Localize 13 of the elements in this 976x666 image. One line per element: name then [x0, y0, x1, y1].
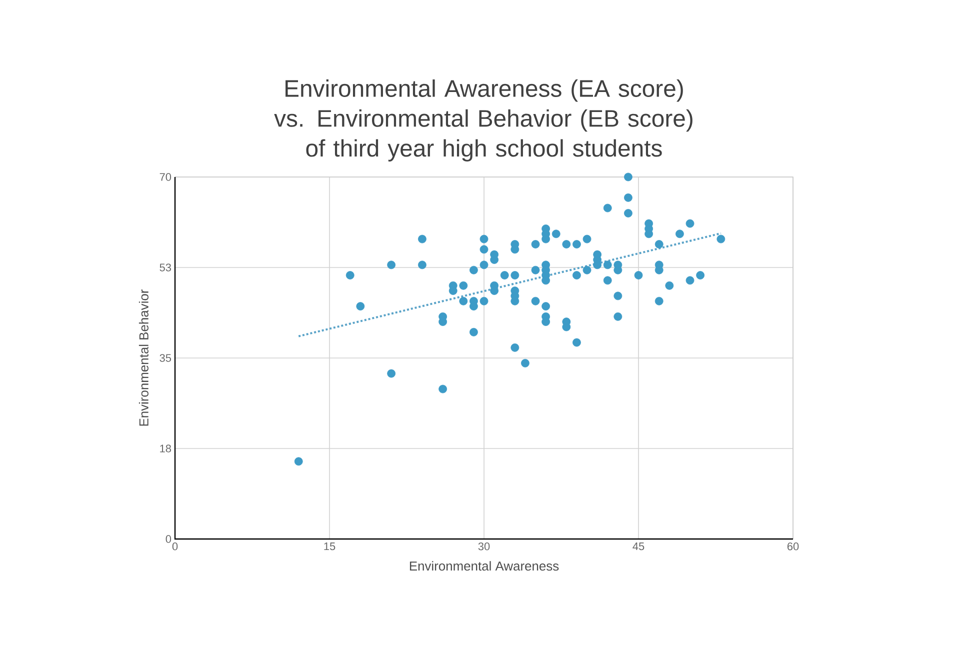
y-tick-label: 70 [160, 173, 172, 181]
y-axis-title: Environmental Behavior [138, 289, 148, 426]
x-tick-label: 45 [632, 542, 644, 550]
x-axis-title: Environmental Awareness [410, 561, 559, 571]
x-tick-label: 0 [172, 542, 178, 550]
y-tick-label: 53 [160, 264, 171, 272]
x-tick-label: 30 [478, 542, 490, 550]
chart-title: Environmental Awareness (EA score) vs. Environmental Behavior (EB score) of third year high school students [274, 79, 692, 162]
x-tick-label: 15 [324, 542, 336, 550]
x-tick-label: 60 [787, 542, 799, 550]
y-tick-label: 0 [166, 535, 172, 543]
y-tick-label: 35 [160, 354, 172, 362]
y-tick-label: 18 [160, 444, 171, 452]
